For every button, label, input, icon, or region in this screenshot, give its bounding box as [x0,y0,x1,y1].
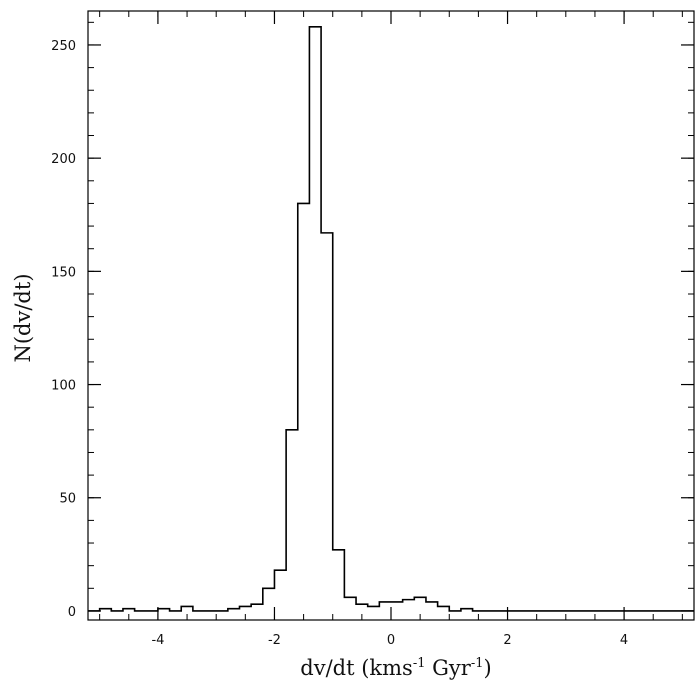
major-ticks [88,11,694,620]
histogram-step-line [88,26,694,612]
x-axis-title-sup2: -1 [471,656,484,671]
x-axis-title-sup1: -1 [413,656,426,671]
minor-ticks [88,11,694,620]
x-tick-label: 0 [387,633,395,648]
x-axis-title-end: ) [484,656,492,680]
x-axis-title-mid: Gyr [425,656,471,680]
x-tick-label: -2 [268,633,281,648]
y-tick-label: 100 [51,379,76,394]
y-tick-label: 50 [59,492,76,507]
plot-frame [87,10,695,621]
y-tick-label: 250 [51,39,76,54]
x-tick-label: 4 [620,633,628,648]
y-axis-title: N(dv/dt) [11,273,35,362]
y-tick-label: 200 [51,152,76,167]
x-axis-title-main: dv/dt (kms [300,656,413,680]
tick-labels: -4 -2 0 2 4 0 50 100 150 200 250 [51,39,628,648]
y-tick-label: 150 [51,265,76,280]
x-tick-label: -4 [151,633,164,648]
x-axis-title: dv/dt (kms-1 Gyr-1) [300,656,491,680]
x-tick-label: 2 [503,633,511,648]
y-tick-label: 0 [68,605,76,620]
